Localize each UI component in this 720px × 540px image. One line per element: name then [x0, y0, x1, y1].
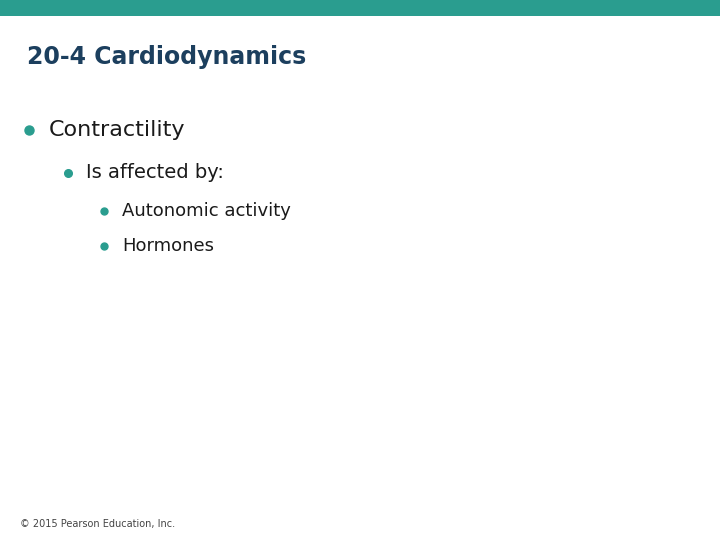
Text: © 2015 Pearson Education, Inc.: © 2015 Pearson Education, Inc.: [20, 519, 175, 529]
Text: Is affected by:: Is affected by:: [86, 163, 224, 183]
Text: Autonomic activity: Autonomic activity: [122, 201, 292, 220]
Text: Contractility: Contractility: [49, 119, 186, 140]
FancyBboxPatch shape: [0, 0, 720, 16]
Text: Hormones: Hormones: [122, 237, 215, 255]
Text: 20-4 Cardiodynamics: 20-4 Cardiodynamics: [27, 45, 307, 69]
